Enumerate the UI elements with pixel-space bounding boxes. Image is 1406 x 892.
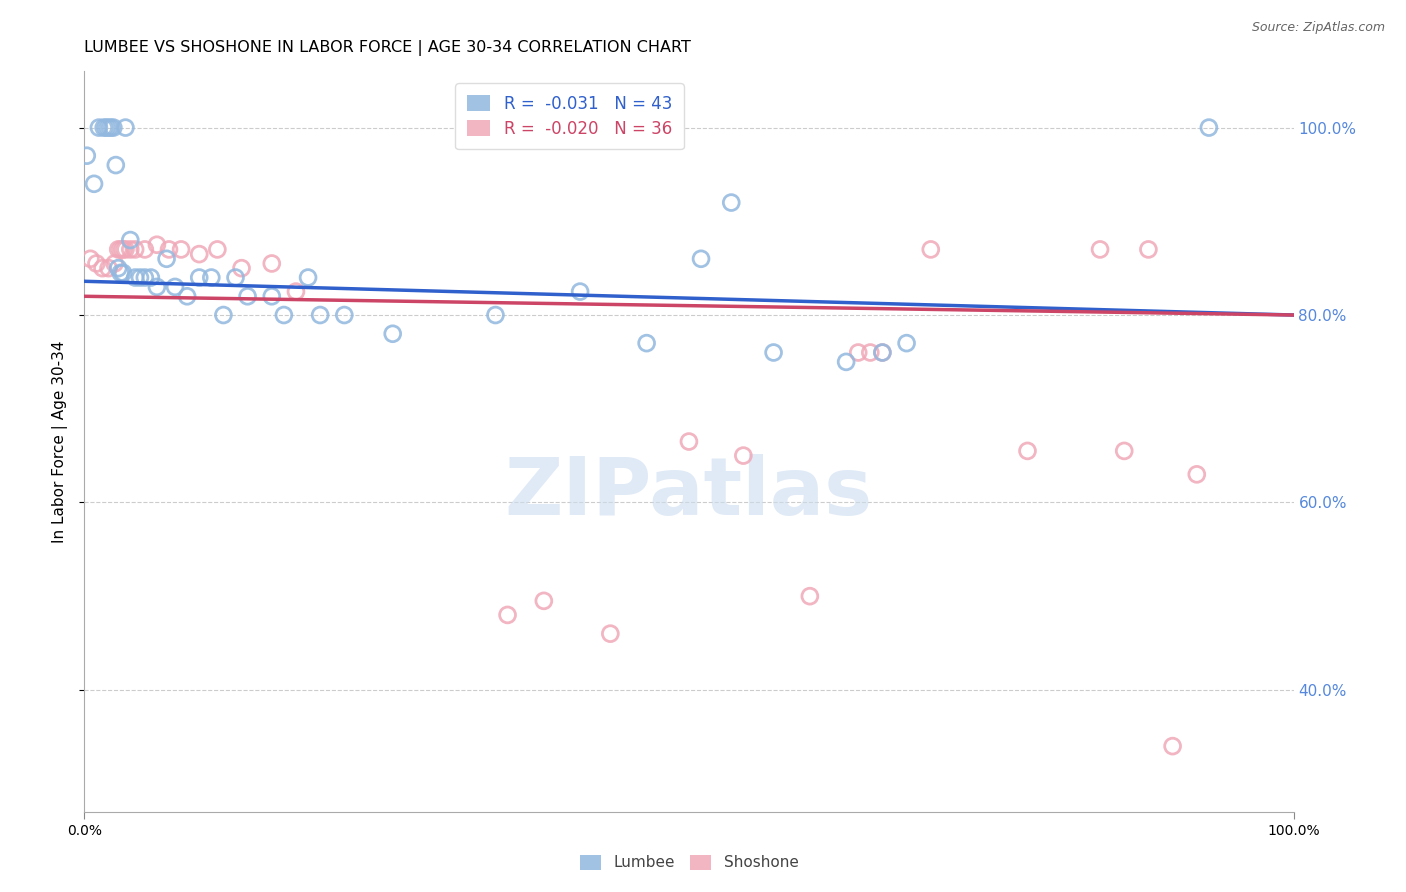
Point — [273, 308, 295, 322]
Point — [129, 270, 152, 285]
Point — [896, 336, 918, 351]
Point — [146, 237, 169, 252]
Point — [110, 243, 132, 257]
Point — [157, 243, 180, 257]
Point — [1137, 243, 1160, 257]
Point — [846, 345, 869, 359]
Point — [103, 120, 125, 135]
Point — [1114, 444, 1136, 458]
Point — [309, 308, 332, 322]
Point — [200, 270, 222, 285]
Point — [636, 336, 658, 351]
Point — [297, 270, 319, 285]
Point — [134, 243, 156, 257]
Point — [83, 177, 105, 191]
Point — [720, 195, 742, 210]
Point — [1198, 120, 1220, 135]
Point — [225, 270, 247, 285]
Point — [155, 252, 177, 266]
Point — [114, 243, 136, 257]
Point — [86, 256, 108, 270]
Point — [112, 243, 135, 257]
Text: LUMBEE VS SHOSHONE IN LABOR FORCE | AGE 30-34 CORRELATION CHART: LUMBEE VS SHOSHONE IN LABOR FORCE | AGE … — [84, 40, 692, 56]
Point — [690, 252, 713, 266]
Point — [1088, 243, 1111, 257]
Point — [91, 261, 114, 276]
Point — [112, 266, 135, 280]
Point — [678, 434, 700, 449]
Point — [124, 243, 146, 257]
Point — [146, 280, 169, 294]
Point — [188, 270, 211, 285]
Text: ZIPatlas: ZIPatlas — [505, 454, 873, 533]
Point — [381, 326, 404, 341]
Point — [100, 120, 122, 135]
Point — [188, 247, 211, 261]
Point — [260, 289, 283, 303]
Point — [139, 270, 162, 285]
Point — [165, 280, 187, 294]
Point — [114, 120, 136, 135]
Point — [170, 243, 193, 257]
Point — [110, 266, 132, 280]
Point — [134, 270, 156, 285]
Point — [97, 120, 120, 135]
Point — [79, 252, 101, 266]
Point — [872, 345, 894, 359]
Point — [107, 243, 129, 257]
Point — [859, 345, 882, 359]
Point — [176, 289, 198, 303]
Point — [212, 308, 235, 322]
Point — [124, 270, 146, 285]
Point — [799, 589, 821, 603]
Text: Source: ZipAtlas.com: Source: ZipAtlas.com — [1251, 21, 1385, 34]
Y-axis label: In Labor Force | Age 30-34: In Labor Force | Age 30-34 — [52, 340, 69, 543]
Legend: Lumbee, Shoshone: Lumbee, Shoshone — [572, 847, 806, 878]
Point — [1161, 739, 1184, 753]
Point — [284, 285, 308, 299]
Point — [762, 345, 785, 359]
Point — [484, 308, 506, 322]
Point — [93, 120, 115, 135]
Point — [260, 256, 283, 270]
Point — [569, 285, 592, 299]
Point — [97, 261, 120, 276]
Point — [599, 626, 621, 640]
Point — [231, 261, 253, 276]
Point — [1185, 467, 1208, 482]
Point — [120, 243, 142, 257]
Point — [104, 256, 127, 270]
Point — [236, 289, 259, 303]
Point — [1017, 444, 1039, 458]
Point — [920, 243, 942, 257]
Point — [533, 594, 555, 608]
Point — [333, 308, 356, 322]
Point — [207, 243, 229, 257]
Point — [496, 607, 519, 622]
Point — [94, 120, 117, 135]
Point — [107, 261, 129, 276]
Point — [733, 449, 755, 463]
Point — [120, 233, 142, 247]
Point — [76, 149, 98, 163]
Point — [872, 345, 894, 359]
Point — [835, 355, 858, 369]
Point — [104, 158, 127, 172]
Point — [87, 120, 110, 135]
